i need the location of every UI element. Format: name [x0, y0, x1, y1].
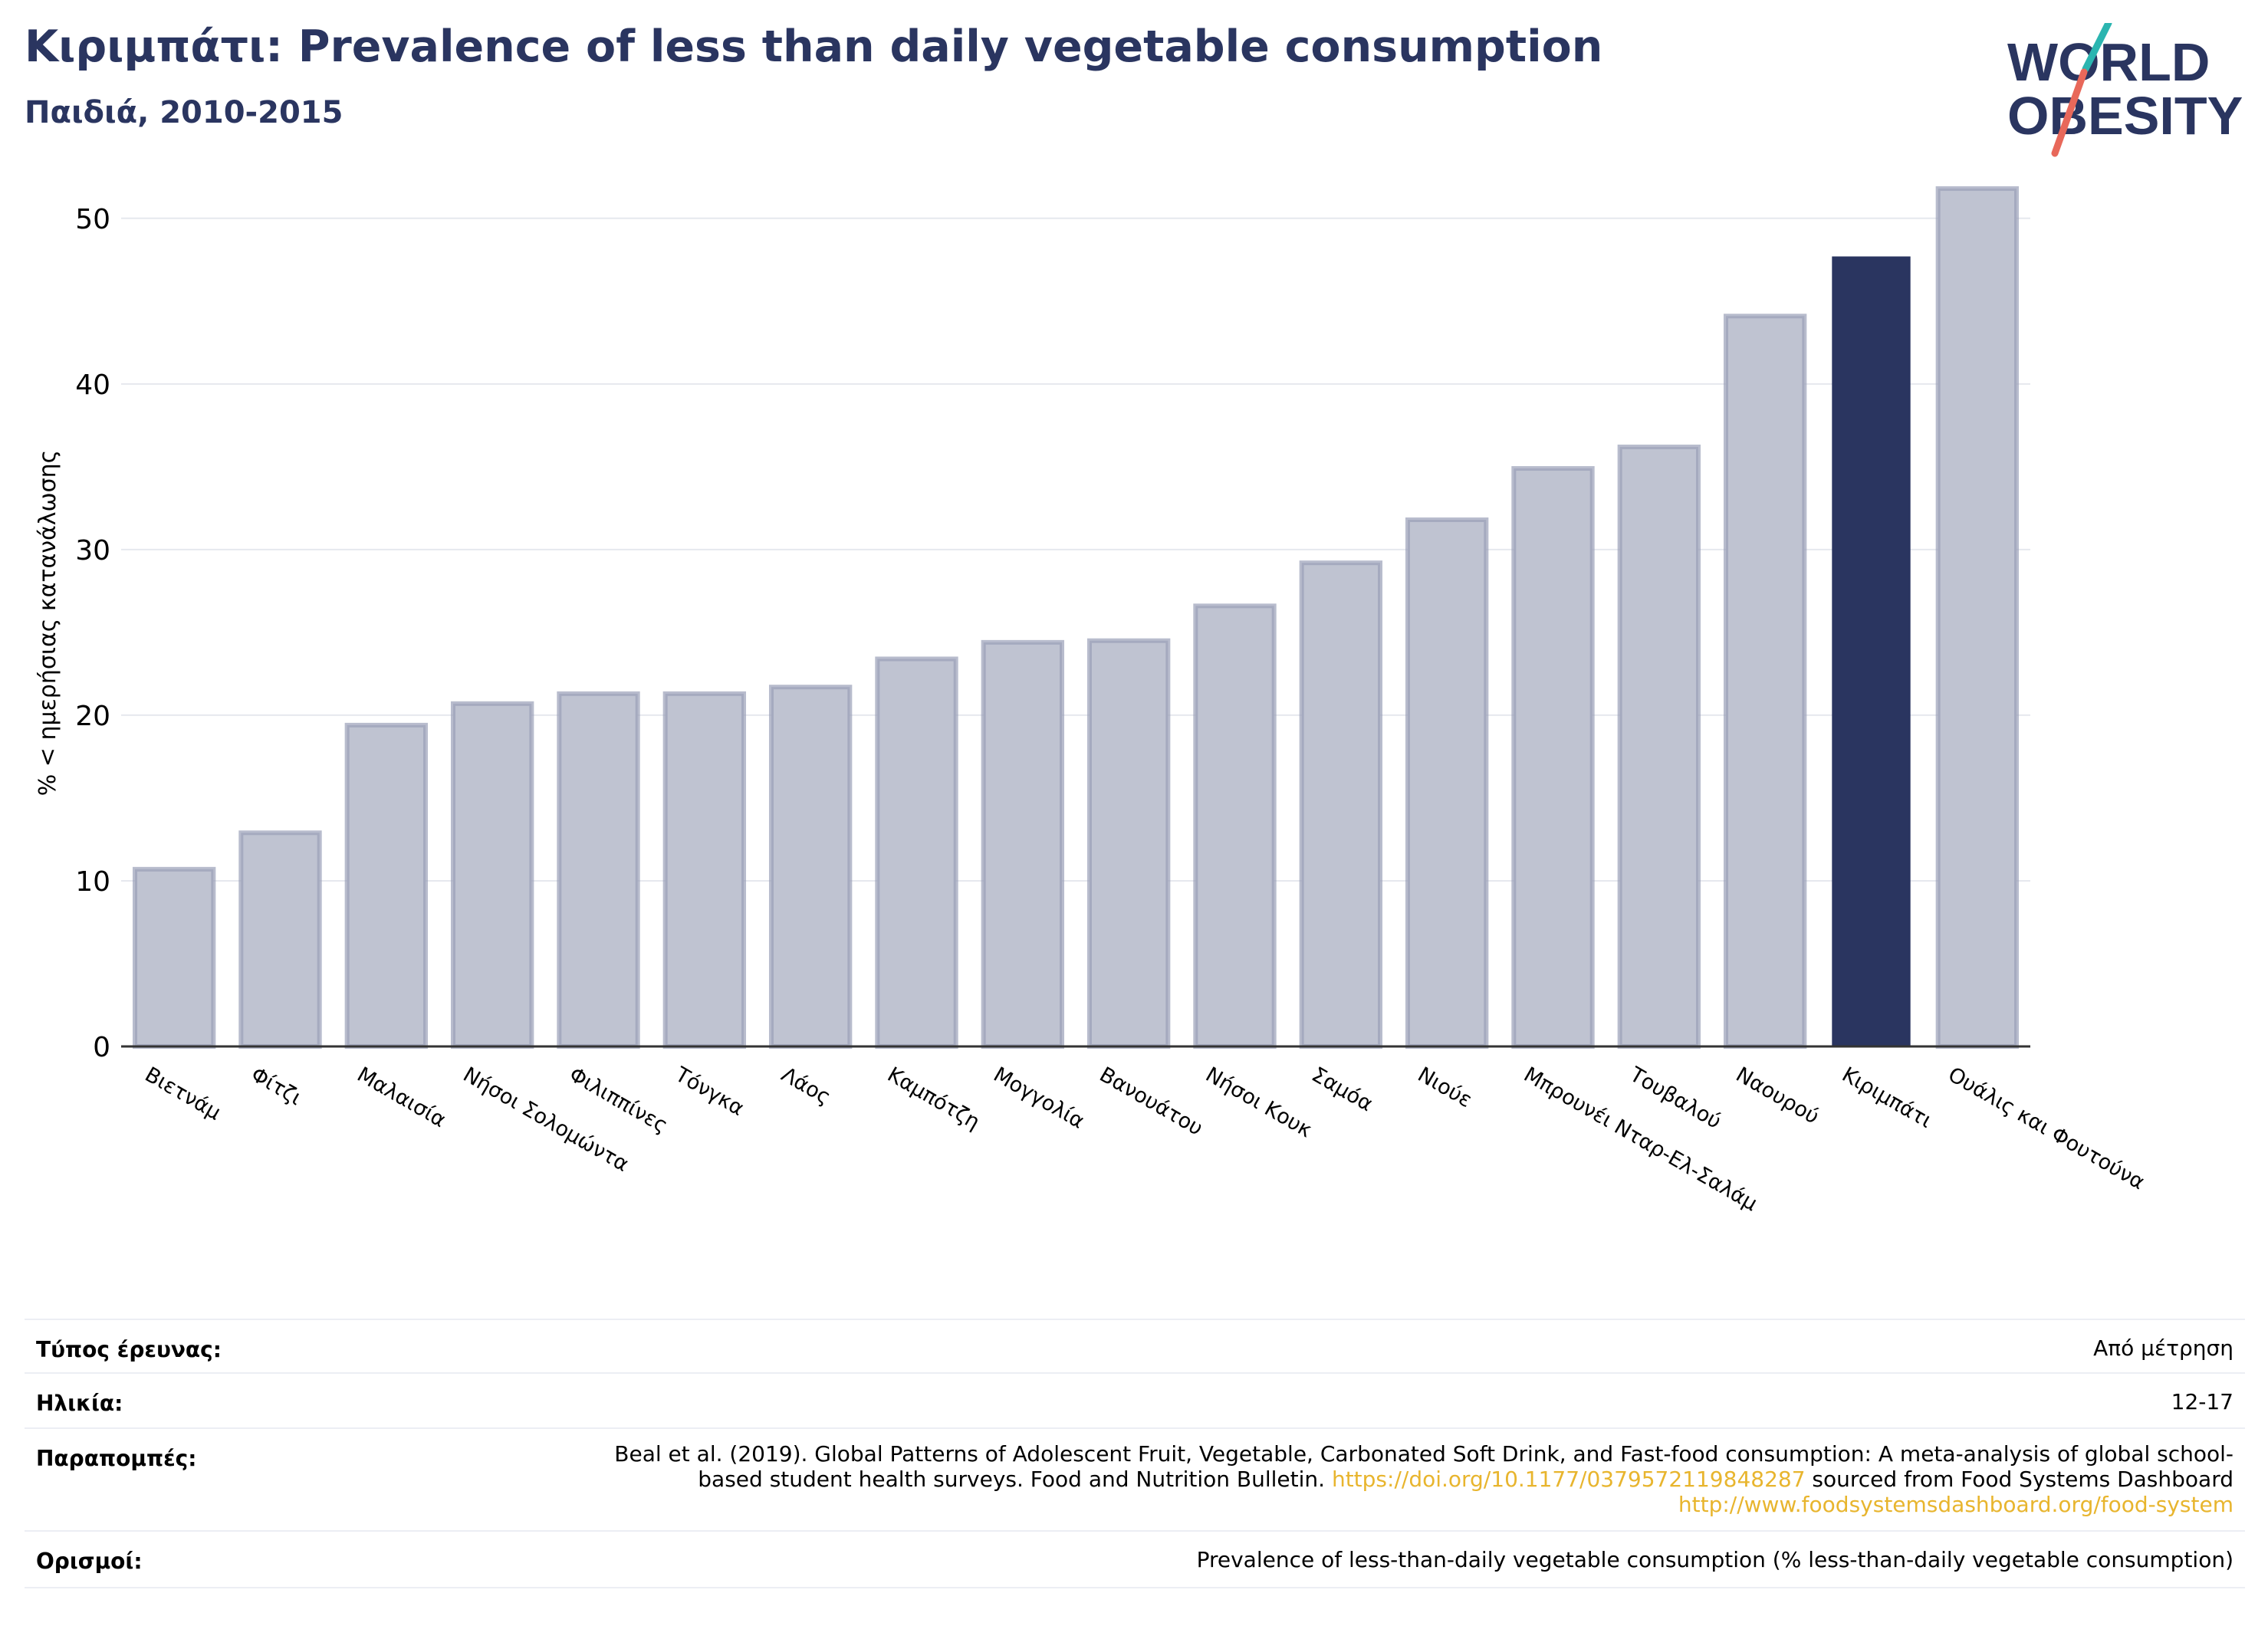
- survey-type-value: Από μέτρηση: [2093, 1335, 2233, 1361]
- bars: [132, 186, 2020, 1050]
- y-tick-label: 10: [75, 866, 110, 898]
- logo-text-obesity: OBESITY: [2007, 86, 2243, 146]
- x-tick-label: Καμπότζη: [883, 1063, 984, 1135]
- bar: [1617, 444, 1701, 1049]
- bar: [1086, 638, 1171, 1049]
- definitions-value: Prevalence of less-than-daily vegetable …: [1196, 1547, 2233, 1572]
- x-tick-label: Ναουρού: [1732, 1063, 1823, 1129]
- chart-subtitle: Παιδιά, 2010-2015: [25, 95, 343, 130]
- bar: [981, 639, 1065, 1049]
- y-tick-label: 40: [75, 370, 110, 401]
- age-label: Ηλικία:: [36, 1391, 123, 1416]
- y-tick-label: 50: [75, 204, 110, 235]
- y-axis-ticks: 0 10 20 30 40 50: [75, 204, 110, 1063]
- y-tick-label: 0: [93, 1032, 110, 1063]
- bar: [450, 701, 534, 1049]
- bar: [1511, 466, 1595, 1049]
- y-axis-label: % < ημερήσιας κατανάλωσης: [35, 450, 61, 797]
- age-row: Ηλικία: 12-17: [25, 1372, 2245, 1427]
- x-tick-label: Λάος: [777, 1063, 835, 1109]
- x-tick-label: Μογγολία: [989, 1063, 1088, 1133]
- survey-type-row: Τύπος έρευνας: Από μέτρηση: [25, 1319, 2245, 1374]
- logo-text-world: WORLD: [2007, 32, 2210, 92]
- bar: [557, 691, 640, 1049]
- bar: [1193, 603, 1277, 1049]
- bar: [238, 830, 322, 1049]
- chart-title: Κιριμπάτι: Prevalence of less than daily…: [25, 21, 1603, 72]
- x-axis-ticks: Βιετνάμ Φίτζι Μαλαισία Νήσοι ΣολομώνταΦιλιπ…: [141, 1063, 2149, 1216]
- x-tick-label: Νιούε: [1414, 1063, 1476, 1112]
- x-tick-label: Τουβαλού: [1625, 1063, 1725, 1134]
- x-tick-label: Κιριμπάτι: [1838, 1063, 1936, 1133]
- bar: [132, 866, 216, 1049]
- bar: [1935, 186, 2020, 1049]
- definitions-row: Ορισμοί: Prevalence of less-than-daily v…: [25, 1530, 2245, 1588]
- age-value: 12-17: [2171, 1389, 2233, 1414]
- x-tick-label: Σαμόα: [1307, 1063, 1376, 1116]
- x-tick-label: Φίτζι: [247, 1063, 306, 1110]
- x-tick-label: Βανουάτου: [1096, 1063, 1207, 1141]
- x-tick-label: Μαλαισία: [353, 1063, 449, 1132]
- y-tick-label: 30: [75, 535, 110, 567]
- references-text: Beal et al. (2019). Global Patterns of A…: [614, 1441, 2233, 1492]
- bar: [1405, 517, 1489, 1049]
- bar: [1299, 560, 1383, 1049]
- logo-slash-top: [2082, 23, 2112, 73]
- x-tick-label: Τόνγκα: [670, 1063, 748, 1121]
- x-tick-label: Ουάλις και Φουτούνα: [1944, 1063, 2148, 1194]
- references-label: Παραπομπές:: [36, 1446, 197, 1471]
- definitions-label: Ορισμοί:: [36, 1549, 143, 1574]
- x-tick-label: Νήσοι Κουκ: [1201, 1063, 1316, 1142]
- references-row: Παραπομπές: Beal et al. (2019). Global P…: [25, 1427, 2245, 1530]
- bar: [344, 722, 429, 1049]
- references-value: Beal et al. (2019). Global Patterns of A…: [585, 1441, 2233, 1517]
- bar: [1723, 314, 1807, 1050]
- y-tick-label: 20: [75, 701, 110, 732]
- references-dashboard-link[interactable]: http://www.foodsystemsdashboard.org/food…: [1678, 1492, 2233, 1517]
- references-doi-link[interactable]: https://doi.org/10.1177/0379572119848287: [1331, 1467, 1806, 1492]
- bar: [768, 685, 853, 1049]
- bar-highlighted: [1832, 256, 1911, 1046]
- bar: [662, 691, 747, 1049]
- bar: [875, 656, 958, 1049]
- logo-slash-bottom: [2051, 68, 2088, 157]
- references-mid-text: sourced from Food Systems Dashboard: [1812, 1467, 2233, 1492]
- x-tick-label: Βιετνάμ: [141, 1063, 225, 1125]
- survey-type-label: Τύπος έρευνας:: [36, 1337, 222, 1362]
- world-obesity-logo: WORLD OBESITY: [2007, 23, 2243, 157]
